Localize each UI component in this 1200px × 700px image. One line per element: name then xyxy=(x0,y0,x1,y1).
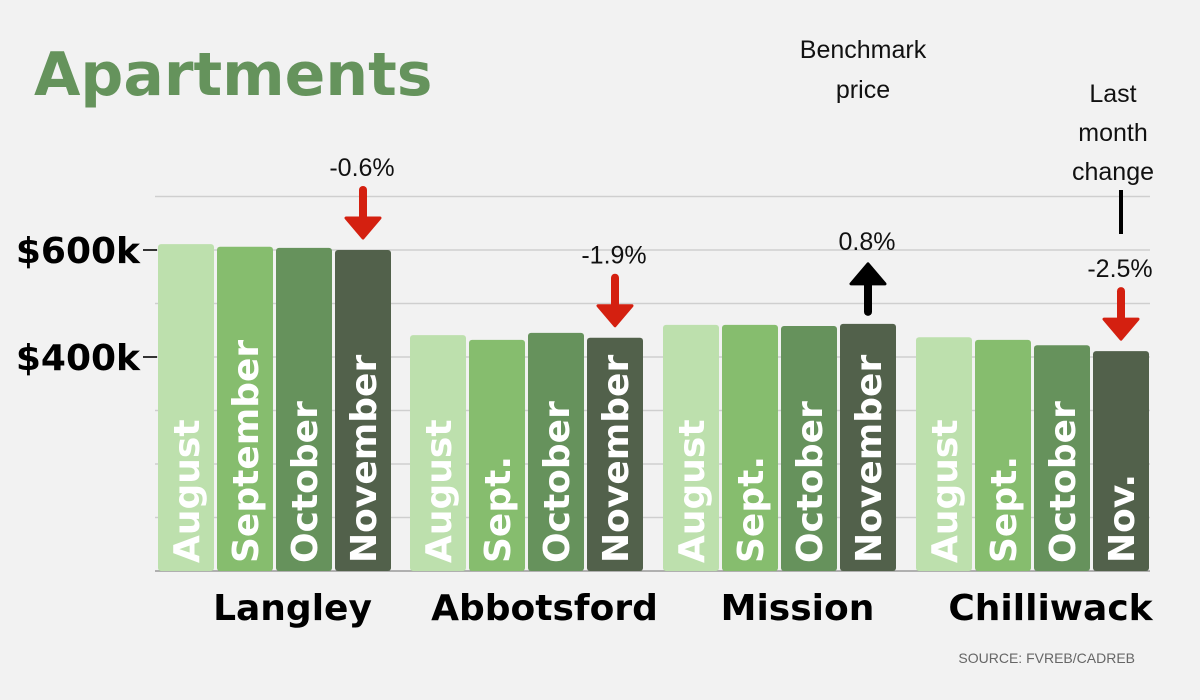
bar-group-mission: August Sept. October November Mission 0.8% xyxy=(663,228,896,629)
change-label: -0.6% xyxy=(329,154,394,182)
bar xyxy=(1034,345,1090,571)
bar xyxy=(217,246,273,572)
bar-label: November xyxy=(849,355,890,563)
bar-label: August xyxy=(167,419,208,563)
bar xyxy=(781,325,837,571)
arrow-up-icon xyxy=(849,262,887,316)
benchmark-note-line2: price xyxy=(836,76,890,104)
bar xyxy=(335,250,391,571)
category-label: Chilliwack xyxy=(948,588,1153,629)
bar xyxy=(469,339,525,571)
source-note: SOURCE: FVREB/CADREB xyxy=(958,650,1135,666)
bar-group-langley: August September October November Langley -0.… xyxy=(158,154,395,629)
chart-title: Apartments xyxy=(34,40,432,110)
bar xyxy=(410,335,466,571)
svg-text:Last: Last xyxy=(1089,80,1136,108)
category-label: Langley xyxy=(213,588,372,629)
bar-label: Sept. xyxy=(984,456,1025,563)
arrow-down-icon xyxy=(1102,287,1140,341)
svg-text:change: change xyxy=(1072,158,1154,186)
bar xyxy=(722,324,778,571)
bar xyxy=(975,339,1031,571)
bar xyxy=(158,244,214,572)
bar-label: Sept. xyxy=(731,456,772,563)
change-label: -2.5% xyxy=(1087,255,1152,283)
bar-label: August xyxy=(925,419,966,563)
bar-label: September xyxy=(226,340,267,563)
bar-label: November xyxy=(344,355,385,563)
y-tick-label: $400k xyxy=(16,338,141,379)
bar-label: August xyxy=(419,419,460,563)
change-note: Last month change xyxy=(1072,80,1154,186)
bar-label: Nov. xyxy=(1102,474,1143,563)
bar-label: October xyxy=(285,401,326,563)
bar xyxy=(276,247,332,572)
benchmark-note-line1: Benchmark xyxy=(800,36,927,64)
category-label: Abbotsford xyxy=(431,588,658,629)
bar xyxy=(663,324,719,571)
bar-group-chilliwack: August Sept. October Nov. Chilliwack -2.5% xyxy=(916,255,1154,629)
bar-label: August xyxy=(672,419,713,563)
svg-text:month: month xyxy=(1078,119,1147,147)
bar xyxy=(528,332,584,571)
bar-label: October xyxy=(790,401,831,563)
bar-group-abbotsford: August Sept. October November Abbotsford -1.9… xyxy=(410,242,658,629)
bar-label: Sept. xyxy=(478,456,519,563)
bar xyxy=(840,323,896,571)
category-label: Mission xyxy=(721,588,875,629)
bar-label: October xyxy=(1043,401,1084,563)
bar xyxy=(1093,351,1149,571)
bar-label: October xyxy=(537,401,578,563)
bar xyxy=(916,337,972,571)
arrow-down-icon xyxy=(596,273,634,328)
bar xyxy=(587,337,643,571)
bar-label: November xyxy=(596,355,637,563)
change-label: -1.9% xyxy=(581,242,646,270)
arrow-down-icon xyxy=(344,186,382,240)
change-label: 0.8% xyxy=(839,228,896,256)
y-tick-label: $600k xyxy=(16,231,141,272)
